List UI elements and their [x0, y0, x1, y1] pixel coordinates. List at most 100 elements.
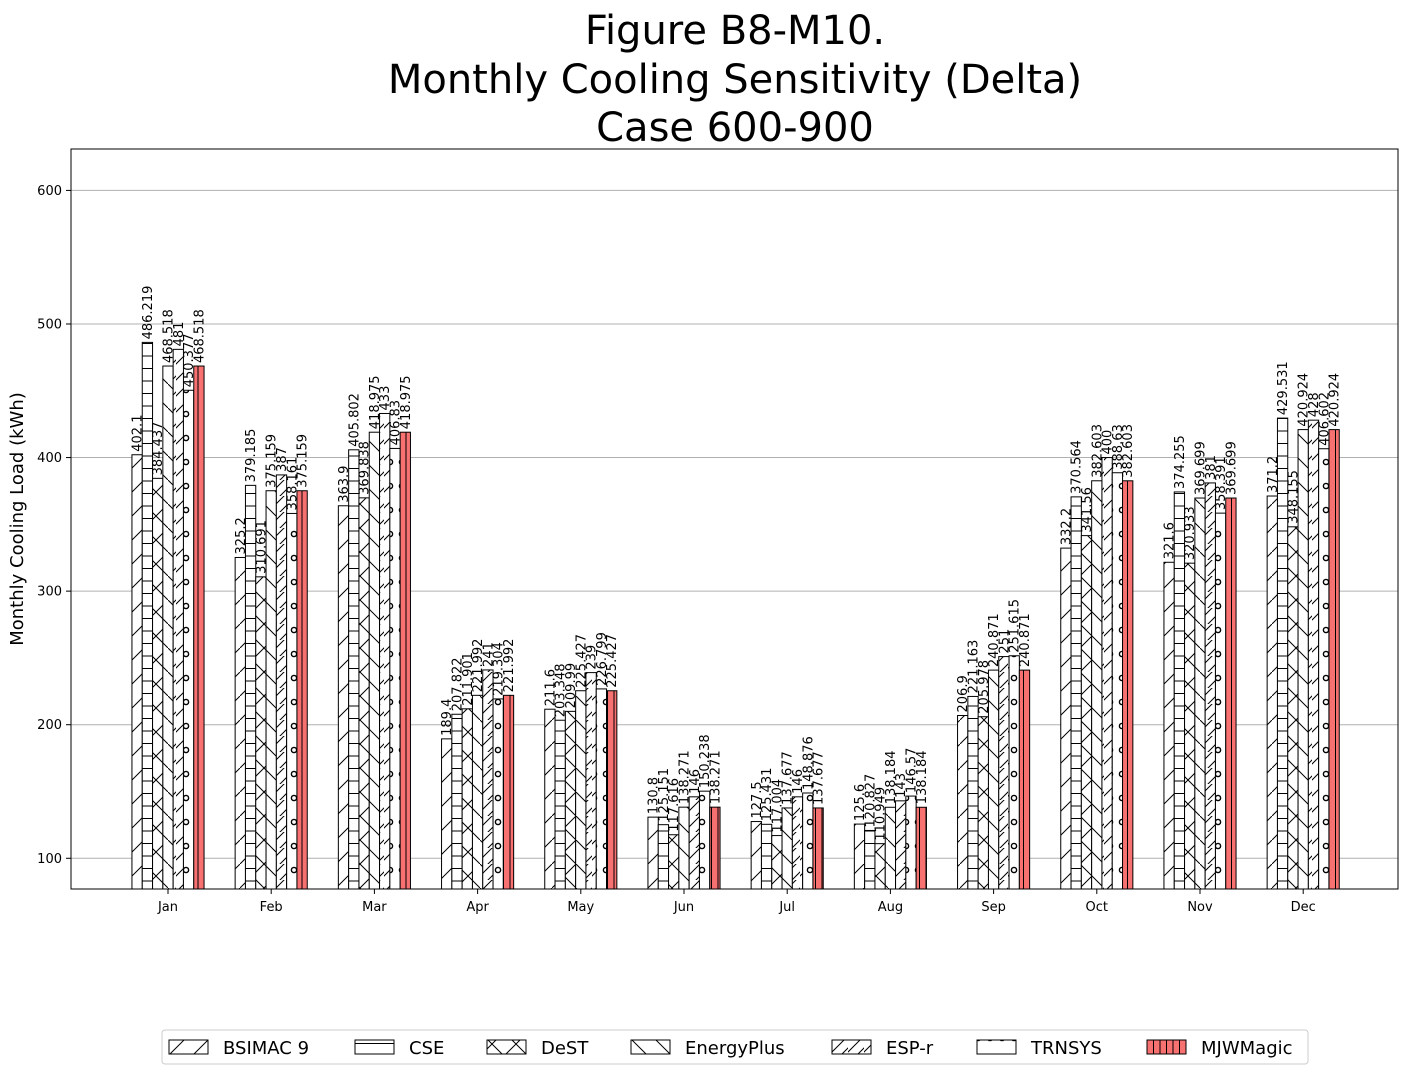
data-label: 320.933 — [1183, 506, 1198, 560]
data-label: 146 — [791, 769, 806, 794]
x-tick-label: Aug — [878, 900, 903, 915]
bar-trnsys-jan — [182, 389, 195, 890]
data-label: 209.99 — [564, 663, 579, 709]
data-label: 143 — [894, 773, 909, 798]
y-tick-label: 100 — [37, 852, 62, 867]
bar-esp-r-may — [585, 672, 597, 890]
data-label: 348.155 — [1286, 470, 1301, 524]
data-label: 148.876 — [801, 736, 816, 790]
data-label: 110.949 — [874, 787, 889, 841]
bar-trnsys-mar — [389, 447, 401, 890]
data-label: 358.391 — [1214, 456, 1229, 510]
x-tick-label: Sep — [981, 900, 1006, 915]
bar-mjwmagic-aug — [915, 806, 927, 890]
data-label: 369.699 — [1224, 441, 1239, 495]
data-label: 146.57 — [905, 748, 920, 794]
data-label: 203.348 — [554, 663, 569, 717]
y-tick-label: 200 — [37, 718, 62, 733]
bar-mjwmagic-jul — [812, 807, 824, 890]
data-label: 138.184 — [915, 751, 930, 805]
data-label: 189.4 — [440, 699, 455, 736]
plot-frame — [70, 148, 1399, 890]
y-tick-label: 300 — [37, 585, 62, 600]
legend: BSIMAC 9 CSE DeST EnergyPlus ESP-r TRNSYS MJWM… — [161, 1029, 1309, 1065]
bar-dest-jan — [152, 477, 164, 890]
y-tick-label: 400 — [37, 451, 62, 466]
data-label: 428 — [1307, 392, 1322, 417]
data-label: 138.184 — [884, 751, 899, 805]
bar-trnsys-may — [595, 688, 608, 890]
data-label: 125.6 — [853, 784, 868, 821]
bar-energyplus-may — [575, 690, 587, 890]
data-label: 146 — [688, 769, 703, 794]
data-label: 406.83 — [389, 400, 404, 446]
data-label: 251 — [997, 629, 1012, 654]
data-label: 150.238 — [698, 734, 713, 788]
data-label: 400 — [1101, 430, 1116, 455]
bar-esp-r-aug — [895, 800, 907, 890]
bar-cse-sep — [967, 695, 979, 890]
data-label: 384.437 — [151, 422, 166, 476]
data-label: 310.691 — [254, 520, 269, 574]
legend-label: CSE — [409, 1038, 444, 1059]
data-label: 125.431 — [760, 768, 775, 822]
data-label: 382.603 — [1121, 424, 1136, 478]
legend-swatch — [831, 1039, 872, 1055]
data-label: 221.992 — [471, 639, 486, 693]
legend-swatch — [1146, 1039, 1187, 1055]
x-tick-label: Feb — [260, 900, 283, 915]
bar-mjwmagic-nov — [1225, 497, 1237, 890]
data-label: 321.6 — [1163, 522, 1178, 559]
chart-title-line-1: Figure B8-M10. — [585, 8, 885, 54]
bar-trnsys-feb — [286, 512, 298, 890]
bar-mjwmagic-feb — [296, 490, 308, 890]
data-label: 127.5 — [750, 781, 765, 818]
bar-dest-may — [564, 710, 577, 890]
data-label: 363.9 — [337, 466, 352, 503]
data-label: 240.871 — [987, 613, 1002, 667]
bar-cse-jul — [760, 823, 773, 890]
legend-swatch — [486, 1039, 527, 1055]
data-label: 117.616 — [667, 778, 682, 832]
bar-esp-r-dec — [1307, 419, 1320, 890]
data-label: 137.677 — [812, 751, 827, 805]
bar-bsimac-9-jun — [647, 816, 659, 890]
bar-mjwmagic-sep — [1018, 669, 1031, 890]
data-label: 211.6 — [543, 669, 558, 706]
bar-dest-feb — [255, 576, 267, 890]
x-tick-label: Dec — [1291, 900, 1316, 915]
bar-dest-mar — [358, 497, 370, 890]
bar-mjwmagic-dec — [1328, 429, 1340, 890]
legend-item: ESP-r — [831, 1038, 934, 1059]
bar-esp-r-jan — [172, 348, 184, 890]
legend-item: TRNSYS — [976, 1038, 1102, 1059]
data-label: 370.564 — [1070, 440, 1085, 494]
bar-trnsys-apr — [492, 698, 504, 890]
bar-mjwmagic-jan — [193, 365, 205, 890]
data-label: 125.151 — [657, 768, 672, 822]
bar-bsimac-9-dec — [1266, 495, 1278, 890]
bar-dest-jun — [668, 834, 680, 890]
data-label: 211.901 — [461, 652, 476, 706]
data-label: 433 — [378, 386, 393, 411]
bar-esp-r-jul — [791, 796, 804, 890]
bar-trnsys-aug — [905, 795, 917, 890]
legend-item: EnergyPlus — [630, 1038, 785, 1059]
data-label: 137.677 — [781, 751, 796, 805]
bars — [131, 341, 1340, 890]
bar-mjwmagic-apr — [502, 694, 515, 890]
bar-bsimac-9-may — [544, 708, 556, 890]
data-label: 240.871 — [1018, 613, 1033, 667]
data-label: 418.975 — [368, 375, 383, 429]
bar-cse-apr — [451, 713, 463, 890]
data-label: 138.271 — [678, 750, 693, 804]
x-axis: Jan Feb Mar Apr May Jun Jul Aug Sep Oct Nov Dec — [157, 889, 1316, 915]
x-tick-label: Jun — [673, 900, 694, 915]
bar-bsimac-9-oct — [1060, 547, 1072, 890]
data-label: 429.531 — [1276, 361, 1291, 415]
bar-trnsys-dec — [1318, 448, 1330, 890]
data-label: 379.185 — [244, 429, 259, 483]
y-axis-label: Monthly Cooling Load (kWh) — [7, 392, 28, 646]
